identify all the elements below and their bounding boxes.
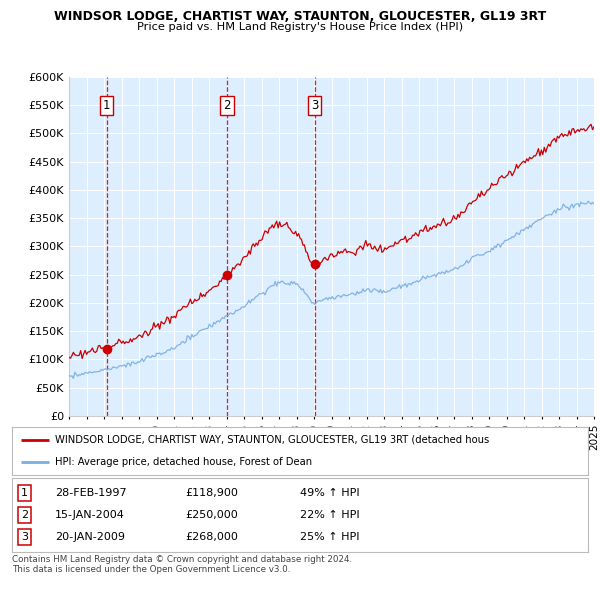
- Text: Contains HM Land Registry data © Crown copyright and database right 2024.
This d: Contains HM Land Registry data © Crown c…: [12, 555, 352, 574]
- Text: 49% ↑ HPI: 49% ↑ HPI: [300, 488, 359, 497]
- Text: 2: 2: [223, 99, 231, 112]
- Text: 22% ↑ HPI: 22% ↑ HPI: [300, 510, 359, 520]
- Text: 25% ↑ HPI: 25% ↑ HPI: [300, 532, 359, 542]
- Text: 2: 2: [21, 510, 28, 520]
- Text: WINDSOR LODGE, CHARTIST WAY, STAUNTON, GLOUCESTER, GL19 3RT (detached hous: WINDSOR LODGE, CHARTIST WAY, STAUNTON, G…: [55, 435, 490, 445]
- Text: 1: 1: [21, 488, 28, 497]
- Text: Price paid vs. HM Land Registry's House Price Index (HPI): Price paid vs. HM Land Registry's House …: [137, 22, 463, 32]
- Text: £268,000: £268,000: [185, 532, 238, 542]
- Text: 15-JAN-2004: 15-JAN-2004: [55, 510, 125, 520]
- Text: 3: 3: [21, 532, 28, 542]
- Text: WINDSOR LODGE, CHARTIST WAY, STAUNTON, GLOUCESTER, GL19 3RT: WINDSOR LODGE, CHARTIST WAY, STAUNTON, G…: [54, 10, 546, 23]
- Text: 20-JAN-2009: 20-JAN-2009: [55, 532, 125, 542]
- Text: 3: 3: [311, 99, 319, 112]
- Text: 1: 1: [103, 99, 110, 112]
- Text: HPI: Average price, detached house, Forest of Dean: HPI: Average price, detached house, Fore…: [55, 457, 313, 467]
- Text: 28-FEB-1997: 28-FEB-1997: [55, 488, 127, 497]
- Text: £250,000: £250,000: [185, 510, 238, 520]
- Text: £118,900: £118,900: [185, 488, 238, 497]
